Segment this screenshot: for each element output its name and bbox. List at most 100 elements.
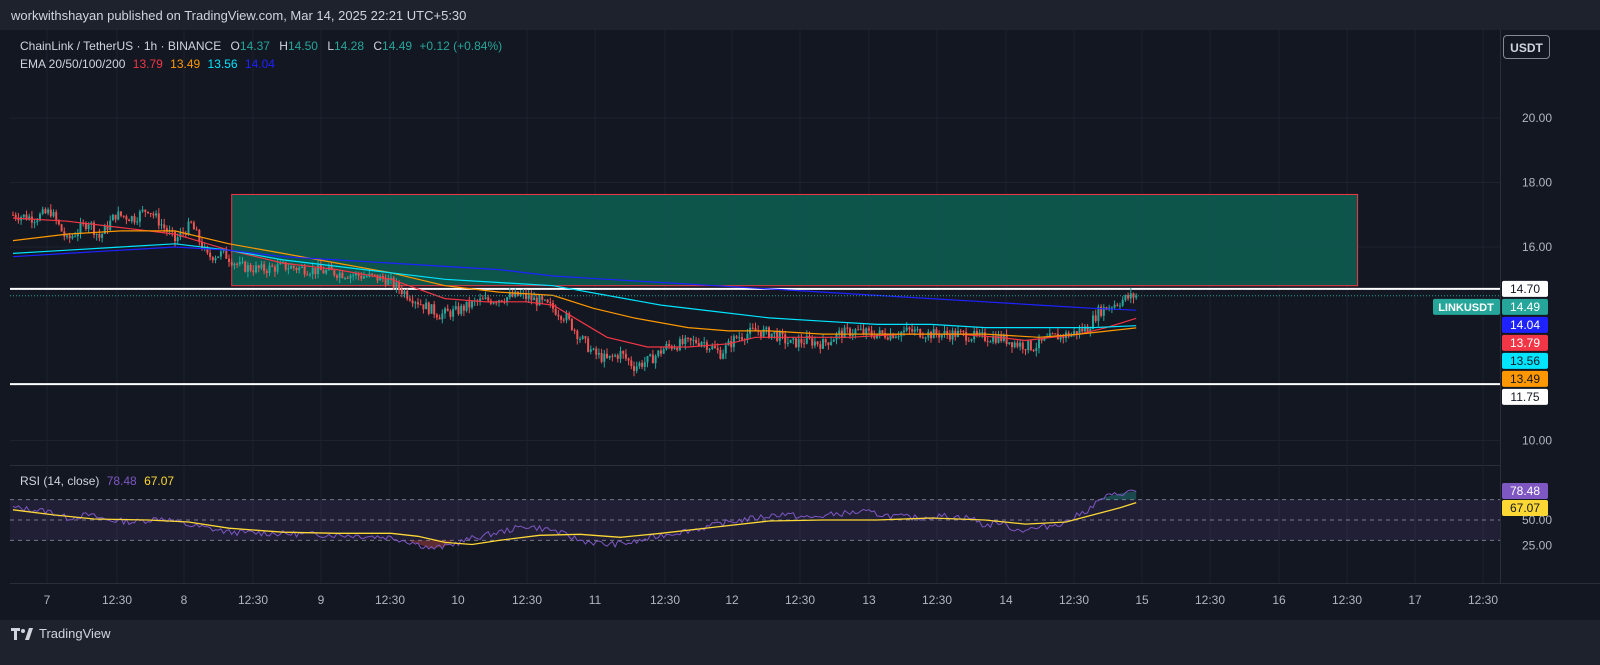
candle-body	[268, 265, 271, 274]
candle	[363, 271, 365, 280]
symbol-legend[interactable]: ChainLink / TetherUS · 1h · BINANCE O14.…	[20, 39, 502, 53]
price-label-bg	[1502, 298, 1548, 315]
candle-body	[943, 330, 946, 335]
candle-body	[79, 223, 82, 234]
candle-body	[481, 298, 484, 300]
price-chart[interactable]: 20.00 18.00 16.00 10.00 50.00 25.00 14.70 14.49…	[0, 0, 1600, 620]
price-label-13-49: 13.49	[1502, 370, 1548, 387]
candle-body	[552, 303, 554, 309]
candle-body	[557, 314, 560, 317]
candle-body	[784, 334, 787, 344]
brand[interactable]: TradingView	[11, 626, 111, 641]
candle-body	[738, 337, 741, 339]
time-tick-label: 12	[725, 593, 739, 607]
candle-body	[892, 333, 895, 339]
candle	[859, 324, 862, 331]
candle	[384, 274, 387, 288]
candle	[646, 355, 649, 368]
candle-body	[719, 350, 722, 359]
candle-body	[492, 302, 495, 304]
brand-name: TradingView	[39, 626, 111, 641]
candle	[649, 353, 652, 357]
ema-legend[interactable]: EMA 20/50/100/200 13.79 13.49 13.56 14.0…	[20, 57, 275, 71]
candle	[136, 217, 139, 226]
candle-body	[589, 349, 592, 352]
candle	[1081, 323, 1084, 334]
candle	[341, 270, 344, 279]
candle-body	[317, 264, 320, 274]
candle-body	[133, 216, 136, 223]
candle-body	[859, 328, 862, 330]
candle-body	[120, 211, 122, 216]
candle	[190, 220, 193, 224]
price-label-text: 13.49	[1510, 372, 1540, 386]
candle-body	[1011, 342, 1013, 348]
candle	[114, 214, 117, 223]
candle	[133, 213, 136, 225]
candle-body	[452, 309, 455, 317]
candle	[611, 353, 614, 362]
candle	[255, 261, 257, 274]
candle-body	[1132, 293, 1135, 298]
candle-body	[678, 339, 681, 351]
candle-body	[1054, 333, 1057, 335]
candle	[927, 328, 930, 341]
candle-body	[819, 344, 822, 349]
candle-body	[60, 224, 63, 232]
candle-body	[263, 264, 266, 272]
candle	[970, 338, 973, 343]
candle-body	[654, 355, 657, 364]
change-value: +0.12 (+0.84%)	[419, 39, 503, 53]
candle-body	[978, 332, 981, 335]
candle	[549, 297, 552, 308]
candle-body	[214, 257, 217, 261]
candle	[570, 318, 573, 331]
candle	[481, 295, 484, 300]
candle-body	[49, 209, 52, 217]
candle-body	[25, 214, 28, 220]
candle	[465, 301, 468, 313]
candle-body	[152, 213, 155, 216]
candle-body	[792, 338, 795, 340]
candle-body	[430, 304, 433, 314]
candle-body	[230, 261, 233, 266]
candle-body	[422, 304, 425, 310]
candle-body	[546, 299, 549, 303]
candle	[390, 273, 392, 285]
rsi-legend[interactable]: RSI (14, close) 78.48 67.07	[20, 474, 174, 488]
candle	[265, 268, 268, 278]
candle-body	[519, 293, 522, 296]
candle	[878, 326, 881, 339]
candle	[638, 361, 641, 369]
candle-body	[93, 222, 95, 235]
candle	[894, 334, 897, 339]
candle-body	[1059, 335, 1062, 340]
candle	[730, 335, 733, 353]
candle-body	[703, 342, 706, 344]
candle-body	[1129, 293, 1132, 299]
candle	[565, 310, 568, 324]
candle	[635, 361, 638, 374]
candle-body	[141, 209, 144, 212]
candle	[1027, 339, 1030, 354]
candle	[209, 247, 212, 261]
candle-body	[851, 334, 854, 336]
candle	[12, 211, 14, 216]
candle-body	[1013, 342, 1016, 348]
ema20-value: 13.79	[132, 57, 163, 71]
high-key: H	[279, 39, 288, 53]
candle-body	[776, 331, 779, 341]
candle-body	[870, 330, 873, 336]
candle	[273, 264, 276, 277]
candle	[300, 263, 303, 269]
candle	[819, 340, 822, 354]
candle-body	[111, 214, 114, 221]
candle	[435, 313, 438, 321]
candle	[581, 335, 584, 340]
candle-body	[1029, 340, 1032, 350]
candle	[125, 214, 128, 225]
currency-button[interactable]: USDT	[1503, 35, 1550, 59]
candle-body	[597, 353, 600, 355]
candle	[614, 353, 617, 358]
candle	[33, 219, 36, 229]
